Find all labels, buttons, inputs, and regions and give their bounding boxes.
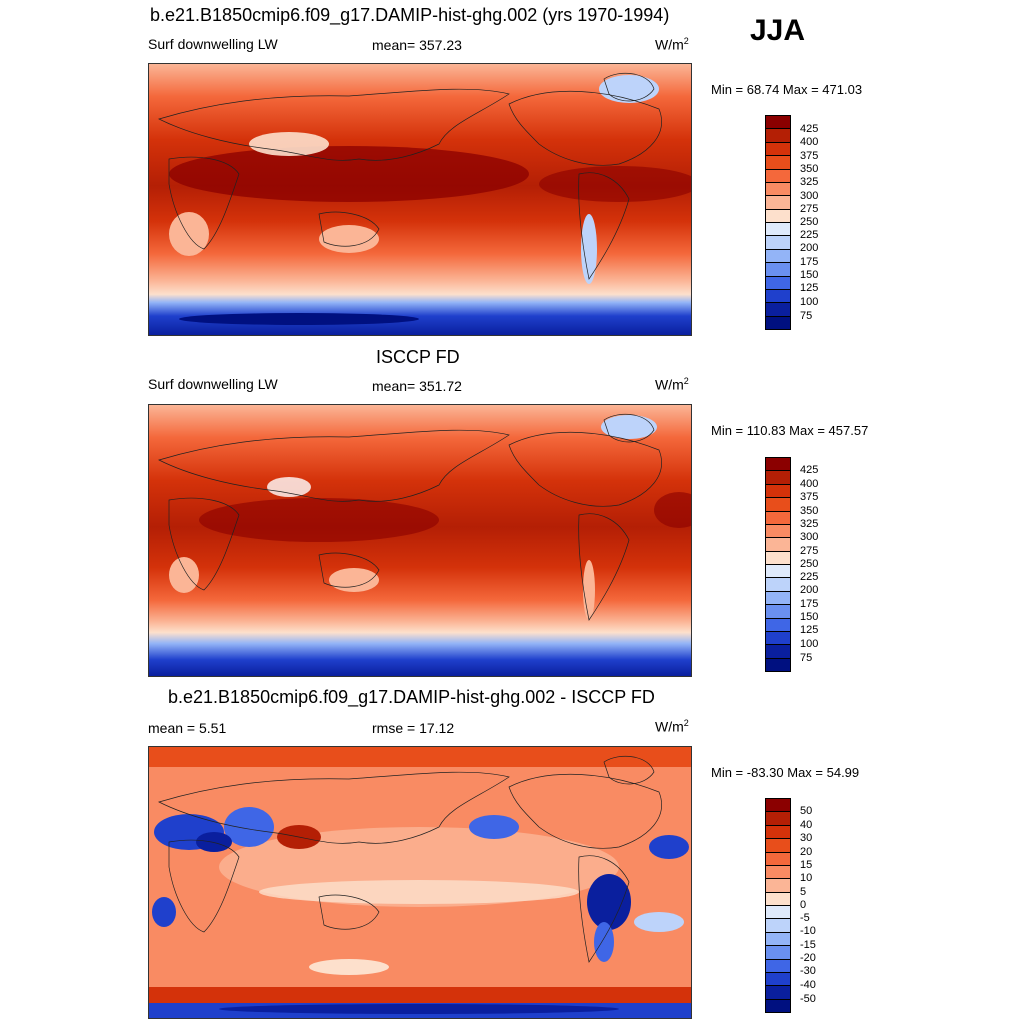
colorbar-tick-label: 350 [800, 505, 819, 517]
colorbar-tick-label: 375 [800, 150, 819, 162]
colorbar-tick-label: 15 [800, 859, 813, 871]
panel2-variable-label: Surf downwelling LW [148, 376, 278, 392]
colorbar-tick-label: 425 [800, 123, 819, 135]
colorbar-tick-label: 40 [800, 819, 813, 831]
panel1-title: b.e21.B1850cmip6.f09_g17.DAMIP-hist-ghg.… [150, 5, 670, 25]
panel3-map [148, 746, 692, 1019]
colorbar-tick-label: 200 [800, 584, 819, 596]
season-label: JJA [750, 14, 806, 47]
panel3-title: b.e21.B1850cmip6.f09_g17.DAMIP-hist-ghg.… [168, 687, 655, 707]
colorbar-tick-label: 175 [800, 598, 819, 610]
colorbar-tick-label: 350 [800, 163, 819, 175]
panel1-variable-label: Surf downwelling LW [148, 36, 278, 52]
panel1-colorbar [765, 115, 791, 330]
panel2-unit: W/m2 [655, 376, 689, 393]
colorbar-tick-label: 300 [800, 531, 819, 543]
colorbar-tick-label: 200 [800, 242, 819, 254]
colorbar-tick-label: 75 [800, 652, 813, 664]
panel3-colorbar [765, 798, 791, 1013]
colorbar-tick-label: -20 [800, 952, 816, 964]
colorbar-tick-label: 20 [800, 846, 813, 858]
panel2-colorbar [765, 457, 791, 672]
colorbar-tick-label: 325 [800, 176, 819, 188]
panel3-rmse-label: rmse = 17.12 [372, 720, 455, 736]
colorbar-tick-label: -10 [800, 925, 816, 937]
panel1-mean-label: mean= 357.23 [372, 37, 462, 53]
colorbar-tick-label: 5 [800, 886, 807, 898]
colorbar-tick-label: 225 [800, 229, 819, 241]
colorbar-tick-label: -30 [800, 965, 816, 977]
panel2-map [148, 404, 692, 677]
colorbar-tick-label: 175 [800, 256, 819, 268]
colorbar-tick-label: 325 [800, 518, 819, 530]
panel2-title: ISCCP FD [376, 347, 460, 367]
colorbar-tick-label: 10 [800, 872, 813, 884]
colorbar-tick-label: 150 [800, 611, 819, 623]
panel3-mean-label: mean = 5.51 [148, 720, 227, 736]
colorbar-tick-label: 125 [800, 282, 819, 294]
colorbar-tick-label: 375 [800, 491, 819, 503]
panel1-unit: W/m2 [655, 36, 689, 53]
colorbar-tick-label: 125 [800, 624, 819, 636]
colorbar-tick-label: 275 [800, 545, 819, 557]
colorbar-tick-label: 250 [800, 558, 819, 570]
panel3-unit: W/m2 [655, 718, 689, 735]
colorbar-tick-label: 425 [800, 464, 819, 476]
colorbar-tick-label: 75 [800, 310, 813, 322]
colorbar-tick-label: 300 [800, 190, 819, 202]
colorbar-tick-label: 50 [800, 805, 813, 817]
colorbar-tick-label: 275 [800, 203, 819, 215]
panel3-minmax: Min = -83.30 Max = 54.99 [711, 765, 860, 780]
colorbar-tick-label: 100 [800, 638, 819, 650]
colorbar-tick-label: -50 [800, 993, 816, 1005]
panel2-minmax: Min = 110.83 Max = 457.57 [711, 423, 869, 438]
panel2-mean-label: mean= 351.72 [372, 378, 462, 394]
colorbar-tick-label: 225 [800, 571, 819, 583]
colorbar-tick-label: -40 [800, 979, 816, 991]
colorbar-tick-label: -5 [800, 912, 810, 924]
colorbar-tick-label: 0 [800, 899, 807, 911]
colorbar-tick-label: -15 [800, 939, 816, 951]
colorbar-tick-label: 30 [800, 832, 813, 844]
colorbar-tick-label: 400 [800, 478, 819, 490]
panel1-minmax: Min = 68.74 Max = 471.03 [711, 82, 863, 97]
colorbar-tick-label: 400 [800, 136, 819, 148]
panel1-map [148, 63, 692, 336]
colorbar-tick-label: 250 [800, 216, 819, 228]
colorbar-tick-label: 100 [800, 296, 819, 308]
colorbar-tick-label: 150 [800, 269, 819, 281]
